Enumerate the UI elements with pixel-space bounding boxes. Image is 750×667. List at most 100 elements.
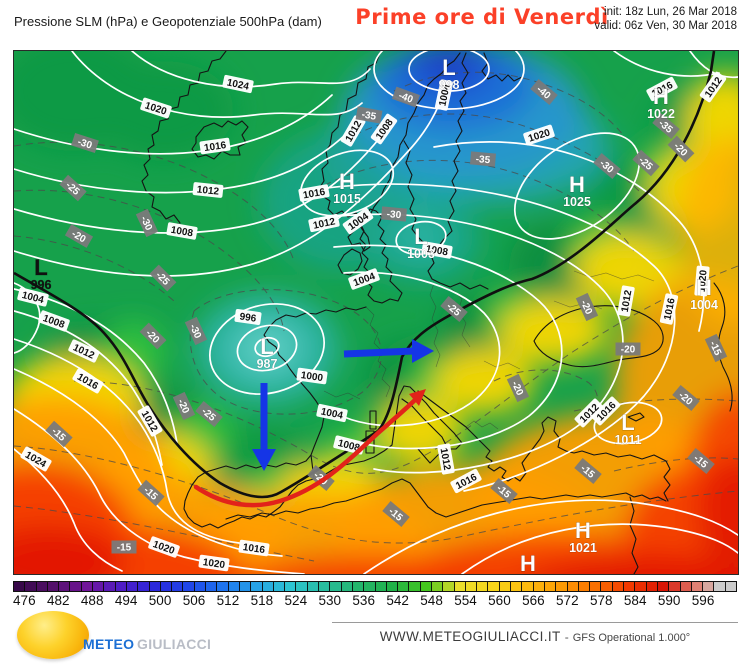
svg-text:H: H: [520, 551, 536, 574]
svg-text:-20: -20: [621, 345, 636, 356]
colorbar-cell: [590, 582, 602, 591]
init-time: init: 18z Lun, 26 Mar 2018: [604, 6, 737, 18]
model-text: GFS Operational 1.000°: [572, 632, 691, 644]
colorbar-cell: [691, 582, 704, 591]
svg-text:-35: -35: [361, 109, 378, 122]
valid-time: valid: 06z Ven, 30 Mar 2018: [594, 19, 737, 32]
colorbar-tick-label: 554: [454, 593, 477, 608]
svg-text:1015: 1015: [333, 192, 361, 206]
colorbar-cell: [669, 582, 681, 591]
colorbar-cell: [465, 582, 478, 591]
colorbar-cell: [25, 582, 37, 591]
isobar-label: 1016: [659, 293, 679, 325]
isobar-label: 1012: [617, 285, 635, 317]
temperature-label: -30: [380, 206, 408, 222]
svg-text:H: H: [569, 172, 585, 197]
colorbar-tick-label: 512: [216, 593, 240, 608]
colorbar-cell: [93, 582, 105, 591]
colorbar-cell: [601, 582, 613, 591]
svg-text:1022: 1022: [647, 107, 675, 121]
colorbar-cell: [612, 582, 625, 591]
pressure-center: H: [520, 551, 537, 574]
temperature-label: -15: [111, 540, 137, 554]
isobar-label: 1016: [298, 184, 330, 202]
colorbar-cell: [420, 582, 432, 591]
temperature-label: -20: [615, 342, 641, 356]
svg-text:L: L: [34, 255, 47, 280]
colorbar-tick-label: 482: [46, 593, 70, 608]
svg-text:1012: 1012: [196, 184, 220, 197]
colorbar-cell: [104, 582, 116, 591]
colorbar-cell: [70, 582, 82, 591]
colorbar-tick-label: 536: [352, 593, 375, 608]
svg-text:1012: 1012: [312, 216, 336, 231]
svg-text:1000: 1000: [300, 370, 324, 384]
colorbar-tick-label: 572: [556, 593, 579, 608]
colorbar-cell: [454, 582, 466, 591]
colorbar-cell: [217, 582, 229, 591]
meteogiuliacci-logo: METEO GIULIACCI: [15, 608, 235, 663]
colorbar-cell: [443, 582, 455, 591]
colorbar-cell: [364, 582, 376, 591]
red-flow-arrow: [193, 389, 426, 508]
colorbar-tick-label: 542: [386, 593, 409, 608]
colorbar-cell: [59, 582, 71, 591]
svg-text:-30: -30: [386, 209, 402, 221]
colorbar-cell: [206, 582, 218, 591]
colorbar-cell: [624, 582, 636, 591]
website-text: WWW.METEOGIULIACCI.IT: [379, 629, 561, 644]
colorbar-tick-label: 500: [148, 593, 172, 608]
isobar-label: 1016: [238, 539, 270, 557]
svg-text:1020: 1020: [697, 269, 710, 293]
colorbar-cell: [14, 582, 26, 591]
colorbar-tick-label: 530: [318, 593, 342, 608]
temperature-label: -30: [71, 132, 99, 154]
svg-text:L: L: [621, 410, 634, 435]
blue-arrow-down: [252, 383, 276, 471]
svg-text:1004: 1004: [437, 83, 452, 107]
colorbar-cell: [262, 582, 274, 591]
isobar-label: 1012: [192, 182, 224, 198]
colorbar-tick-label: 584: [623, 593, 647, 608]
colorbar-cell: [273, 582, 286, 591]
isobar-label: 1016: [199, 137, 231, 155]
svg-text:1021: 1021: [569, 541, 597, 555]
colorbar-cell: [499, 582, 512, 591]
svg-text:998: 998: [439, 78, 460, 92]
svg-text:-30: -30: [76, 137, 94, 152]
svg-text:1003: 1003: [407, 247, 435, 261]
temperature-label: -35: [355, 106, 383, 124]
svg-text:987: 987: [257, 357, 278, 371]
colorbar-tick-label: 596: [691, 593, 715, 608]
colorbar-cell: [285, 582, 297, 591]
isobar-label: 1008: [421, 241, 453, 259]
svg-text:1016: 1016: [203, 140, 227, 154]
footer-credit: WWW.METEOGIULIACCI.IT - GFS Operational 1.…: [332, 628, 738, 646]
logo-word-meteo: METEO: [83, 636, 135, 652]
svg-text:L: L: [414, 224, 427, 249]
svg-text:1011: 1011: [614, 433, 641, 447]
svg-text:1008: 1008: [170, 225, 194, 240]
isobar-label: 1012: [308, 213, 340, 233]
colorbar-tick-label: 590: [657, 593, 681, 608]
colorbar-cell: [533, 582, 545, 591]
colorbar-cell: [183, 582, 195, 591]
colorbar-tick-label: 548: [420, 593, 443, 608]
colorbar-cell: [149, 582, 161, 591]
sun-logo-icon: [17, 611, 89, 659]
svg-text:1004: 1004: [320, 406, 344, 421]
colorbar-cell: [635, 582, 647, 591]
colorbar-cell: [386, 582, 399, 591]
colorbar-cell: [251, 582, 263, 591]
svg-text:1016: 1016: [302, 187, 326, 202]
temperature-label: -40: [392, 86, 420, 108]
svg-text:H: H: [575, 518, 591, 543]
svg-text:1025: 1025: [563, 195, 591, 209]
svg-text:1004: 1004: [21, 290, 46, 306]
